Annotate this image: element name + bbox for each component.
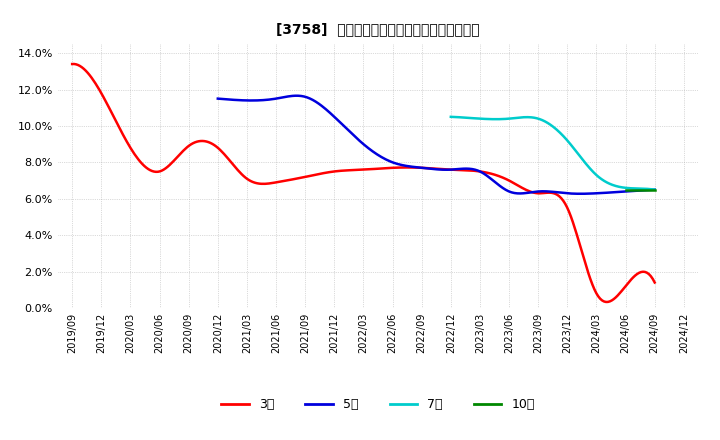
5年 (475, 169, 484, 174)
Line: 7年: 7年 (451, 117, 654, 190)
7年 (571, 148, 580, 153)
3年 (598, 298, 606, 303)
3年 (602, 299, 611, 304)
Line: 5年: 5年 (217, 96, 654, 194)
Title: [3758]  当期素利益マージンの標準偏差の推移: [3758] 当期素利益マージンの標準偏差の推移 (276, 22, 480, 36)
7年 (446, 114, 455, 120)
Legend: 3年, 5年, 7年, 10年: 3年, 5年, 7年, 10年 (216, 393, 540, 416)
5年 (474, 168, 482, 173)
5年 (213, 96, 222, 101)
7年 (631, 186, 640, 191)
3年 (68, 62, 76, 67)
7年 (447, 114, 456, 120)
3年 (72, 62, 81, 67)
7年 (567, 143, 576, 148)
3年 (426, 166, 435, 171)
10年 (650, 187, 659, 192)
3年 (561, 201, 570, 206)
3年 (415, 165, 423, 170)
7年 (568, 144, 577, 149)
3年 (70, 61, 78, 66)
5年 (613, 190, 621, 195)
3年 (417, 165, 426, 170)
5年 (292, 93, 301, 99)
5年 (585, 191, 593, 196)
7年 (618, 185, 627, 190)
10年 (621, 187, 630, 192)
5年 (650, 187, 659, 192)
5年 (576, 191, 585, 196)
5年 (215, 96, 224, 101)
7年 (650, 187, 659, 192)
3年 (650, 280, 659, 285)
Line: 3年: 3年 (72, 64, 654, 302)
5年 (482, 173, 491, 178)
